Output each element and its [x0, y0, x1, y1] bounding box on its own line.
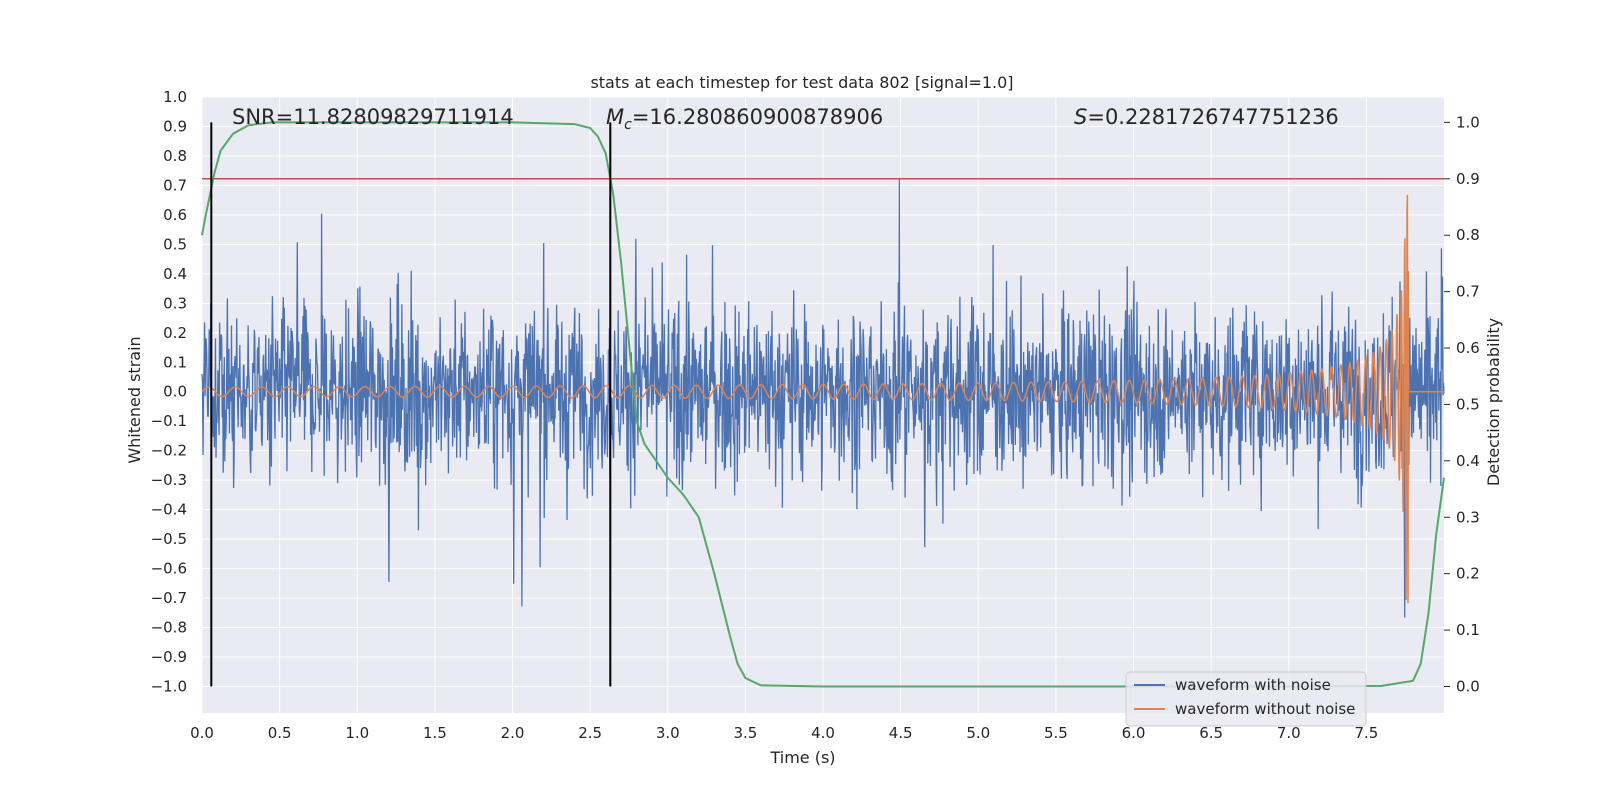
x-tick-label: 7.0 [1277, 724, 1301, 742]
y-tick-label: 0.5 [163, 235, 187, 253]
y-tick-label: −0.1 [151, 412, 187, 430]
y-tick-label: −0.3 [151, 471, 187, 489]
y-axis-label: Whitened strain [125, 336, 144, 463]
y-tick-label: 0.8 [163, 147, 187, 165]
y-tick-label: 0.7 [163, 176, 187, 194]
mc-annotation: Mc=16.280860900878906 [606, 105, 883, 133]
y-right-tick-label: 1.0 [1456, 113, 1480, 131]
plot-area: 0.0 0.5 1.0 1.5 2.0 2.5 3.0 3.5 4.0 4.5 5.0 5.5 6.0 6… [151, 88, 1480, 742]
y-tick-label: −1.0 [151, 677, 187, 695]
mc-symbol: M [606, 105, 624, 129]
y-right-tick-label: 0.1 [1456, 621, 1480, 639]
y-tick-label: −0.5 [151, 530, 187, 548]
y-right-tick-label: 0.5 [1456, 395, 1480, 413]
y-tick-label: 0.9 [163, 117, 187, 135]
x-tick-label: 5.0 [966, 724, 990, 742]
y-tick-label: 0.2 [163, 324, 187, 342]
mc-subscript: c [624, 117, 632, 133]
s-annotation: S=0.2281726747751236 [1074, 105, 1339, 129]
y-right-tick-label: 0.2 [1456, 565, 1480, 583]
y-right-tick-label: 0.6 [1456, 339, 1480, 357]
x-tick-label: 0.5 [268, 724, 292, 742]
s-symbol: S [1074, 105, 1087, 129]
x-tick-label: 3.5 [733, 724, 757, 742]
y-tick-label: −0.7 [151, 589, 187, 607]
mc-value: =16.280860900878906 [632, 105, 883, 129]
x-tick-label: 2.0 [501, 724, 525, 742]
y-tick-label: −0.2 [151, 442, 187, 460]
x-tick-label: 5.5 [1044, 724, 1068, 742]
series-waveform-with-noise [201, 178, 1445, 618]
x-tick-label: 6.5 [1199, 724, 1223, 742]
y-right-tick-label: 0.3 [1456, 508, 1480, 526]
x-tick-label: 0.0 [190, 724, 214, 742]
y-tick-label: −0.6 [151, 560, 187, 578]
legend-label-noise: waveform with noise [1175, 676, 1331, 694]
x-tick-label: 6.0 [1122, 724, 1146, 742]
y-tick-label: −0.8 [151, 619, 187, 637]
y-right-tick-label: 0.0 [1456, 677, 1480, 695]
chart-title: stats at each timestep for test data 802… [590, 73, 1013, 92]
legend-box [1125, 671, 1367, 727]
y-tick-label: 1.0 [163, 88, 187, 106]
y-tick-label: 0.4 [163, 265, 187, 283]
x-tick-label: 3.0 [656, 724, 680, 742]
series-waveform-without-noise [201, 194, 1444, 604]
y-tick-label: −0.9 [151, 648, 187, 666]
x-tick-label: 1.5 [423, 724, 447, 742]
x-tick-label: 2.5 [578, 724, 602, 742]
y-right-tick-label: 0.8 [1456, 226, 1480, 244]
y-tick-label: 0.0 [163, 383, 187, 401]
x-tick-label: 4.5 [889, 724, 913, 742]
y-tick-label: 0.6 [163, 206, 187, 224]
y-right-tick-label: 0.9 [1456, 170, 1480, 188]
x-tick-label: 1.0 [345, 724, 369, 742]
y-axis-right-label: Detection probability [1484, 318, 1503, 486]
y-right-tick-label: 0.4 [1456, 452, 1480, 470]
x-tick-label: 7.5 [1354, 724, 1378, 742]
legend: waveform with noise waveform without noi… [1125, 671, 1367, 727]
y-tick-label: 0.1 [163, 353, 187, 371]
s-value: =0.2281726747751236 [1087, 105, 1338, 129]
y-right-tick-label: 0.7 [1456, 283, 1480, 301]
legend-label-clean: waveform without noise [1175, 700, 1355, 718]
x-axis-label: Time (s) [769, 748, 835, 767]
y-tick-label: −0.4 [151, 501, 187, 519]
y-tick-label: 0.3 [163, 294, 187, 312]
snr-annotation: SNR=11.82809829711914 [232, 105, 514, 129]
x-tick-label: 4.0 [811, 724, 835, 742]
